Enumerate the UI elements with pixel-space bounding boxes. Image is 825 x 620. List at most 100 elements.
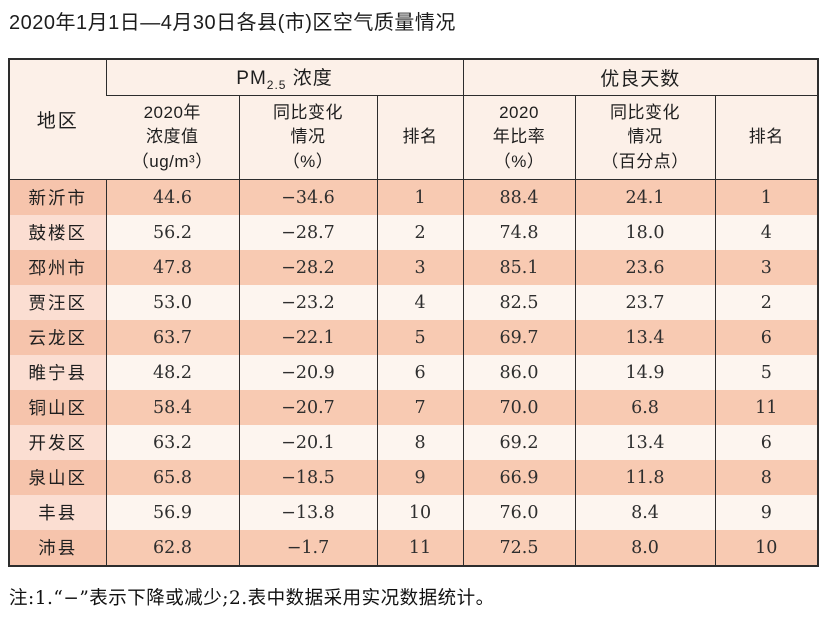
pm-change-cell: −20.1 (238, 425, 377, 460)
pm-value-cell: 48.2 (105, 355, 239, 390)
good-days-rank-cell: 4 (714, 215, 819, 250)
header-pm-change: 同比变化 情况 （%） (238, 95, 377, 180)
good-days-change-cell: 11.8 (574, 460, 716, 495)
region-cell: 贾汪区 (9, 285, 106, 320)
header-good-days-change: 同比变化 情况 （百分点） (574, 95, 716, 180)
header-good-days-ratio: 2020 年比率 （%） (462, 95, 576, 180)
good-days-ratio-cell: 66.9 (462, 460, 576, 495)
footnote: 注:1.“−”表示下降或减少;2.表中数据采用实况数据统计。 (9, 588, 495, 609)
region-cell: 云龙区 (9, 320, 106, 355)
pm-change-cell: −23.2 (238, 285, 377, 320)
pm-rank-cell: 2 (376, 215, 464, 250)
pm-rank-cell: 8 (376, 425, 464, 460)
table-row: 贾汪区 53.0 −23.2 4 82.5 23.7 2 (9, 285, 819, 320)
good-days-rank-cell: 8 (714, 460, 819, 495)
pm-value-cell: 47.8 (105, 250, 239, 285)
header-region: 地区 (9, 59, 106, 180)
good-days-rank-cell: 6 (714, 320, 819, 355)
good-days-rank-cell: 11 (714, 390, 819, 425)
table-row: 鼓楼区 56.2 −28.7 2 74.8 18.0 4 (9, 215, 819, 250)
region-cell: 泉山区 (9, 460, 106, 495)
good-days-ratio-cell: 82.5 (462, 285, 576, 320)
page-title: 2020年1月1日—4月30日各县(市)区空气质量情况 (9, 12, 456, 34)
pm25-label-subscript: 2.5 (266, 77, 287, 92)
pm-rank-cell: 11 (376, 530, 464, 566)
good-days-ratio-cell: 72.5 (462, 530, 576, 566)
table-row: 铜山区 58.4 −20.7 7 70.0 6.8 11 (9, 390, 819, 425)
pm-value-cell: 65.8 (105, 460, 239, 495)
air-quality-table: 地区 PM2.5 浓度 优良天数 2020年 浓度值 （ug/m³） 同比变化 … (8, 58, 820, 567)
pm-rank-cell: 5 (376, 320, 464, 355)
pm-value-cell: 63.7 (105, 320, 239, 355)
good-days-rank-cell: 6 (714, 425, 819, 460)
header-pm-value: 2020年 浓度值 （ug/m³） (106, 95, 239, 180)
pm-change-cell: −34.6 (238, 179, 377, 215)
table-row: 新沂市 44.6 −34.6 1 88.4 24.1 1 (9, 179, 819, 215)
header-pm-rank: 排名 (376, 95, 464, 180)
good-days-ratio-cell: 70.0 (462, 390, 576, 425)
pm25-label-suffix: 浓度 (286, 68, 333, 90)
good-days-change-cell: 24.1 (574, 179, 716, 215)
good-days-change-cell: 8.0 (574, 530, 716, 566)
header-group-good-days: 优良天数 (462, 59, 819, 96)
pm-change-cell: −13.8 (238, 495, 377, 530)
region-cell: 铜山区 (9, 390, 106, 425)
good-days-change-cell: 23.7 (574, 285, 716, 320)
table-row: 开发区 63.2 −20.1 8 69.2 13.4 6 (9, 425, 819, 460)
good-days-change-cell: 13.4 (574, 320, 716, 355)
good-days-rank-cell: 3 (714, 250, 819, 285)
region-cell: 沛县 (9, 530, 106, 566)
pm-change-cell: −20.9 (238, 355, 377, 390)
pm-change-cell: −28.2 (238, 250, 377, 285)
good-days-rank-cell: 2 (714, 285, 819, 320)
good-days-change-cell: 14.9 (574, 355, 716, 390)
region-cell: 邳州市 (9, 250, 106, 285)
pm-rank-cell: 3 (376, 250, 464, 285)
header-group-row: 地区 PM2.5 浓度 优良天数 (9, 59, 819, 180)
pm-rank-cell: 1 (376, 179, 464, 215)
table-body: 新沂市 44.6 −34.6 1 88.4 24.1 1 鼓楼区 56.2 −28.7 2 74.8 1… (9, 179, 819, 566)
pm-change-cell: −20.7 (238, 390, 377, 425)
pm-value-cell: 56.2 (105, 215, 239, 250)
pm-rank-cell: 7 (376, 390, 464, 425)
table-row: 沛县 62.8 −1.7 11 72.5 8.0 10 (9, 530, 819, 566)
good-days-change-cell: 18.0 (574, 215, 716, 250)
header-group-pm25: PM2.5 浓度 (105, 59, 464, 96)
pm-value-cell: 63.2 (105, 425, 239, 460)
good-days-rank-cell: 5 (714, 355, 819, 390)
pm-change-cell: −28.7 (238, 215, 377, 250)
good-days-ratio-cell: 76.0 (462, 495, 576, 530)
pm-rank-cell: 10 (376, 495, 464, 530)
good-days-rank-cell: 10 (714, 530, 819, 566)
table-row: 泉山区 65.8 −18.5 9 66.9 11.8 8 (9, 460, 819, 495)
good-days-ratio-cell: 74.8 (462, 215, 576, 250)
table-row: 睢宁县 48.2 −20.9 6 86.0 14.9 5 (9, 355, 819, 390)
good-days-ratio-cell: 86.0 (462, 355, 576, 390)
region-cell: 鼓楼区 (9, 215, 106, 250)
header-good-days-rank: 排名 (714, 95, 819, 180)
table-row: 云龙区 63.7 −22.1 5 69.7 13.4 6 (9, 320, 819, 355)
pm-rank-cell: 9 (376, 460, 464, 495)
good-days-ratio-cell: 85.1 (462, 250, 576, 285)
good-days-change-cell: 6.8 (574, 390, 716, 425)
pm-value-cell: 62.8 (105, 530, 239, 566)
table-header: 地区 PM2.5 浓度 优良天数 2020年 浓度值 （ug/m³） 同比变化 … (9, 59, 819, 180)
table-row: 丰县 56.9 −13.8 10 76.0 8.4 9 (9, 495, 819, 530)
region-cell: 开发区 (9, 425, 106, 460)
pm-change-cell: −18.5 (238, 460, 377, 495)
good-days-change-cell: 13.4 (574, 425, 716, 460)
header-sub-row: 2020年 浓度值 （ug/m³） 同比变化 情况 （%） 排名 2020 年比… (9, 95, 819, 180)
pm-value-cell: 44.6 (105, 179, 239, 215)
good-days-ratio-cell: 88.4 (462, 179, 576, 215)
pm-value-cell: 58.4 (105, 390, 239, 425)
good-days-rank-cell: 1 (714, 179, 819, 215)
pm-rank-cell: 4 (376, 285, 464, 320)
good-days-ratio-cell: 69.7 (462, 320, 576, 355)
good-days-change-cell: 23.6 (574, 250, 716, 285)
pm-change-cell: −1.7 (238, 530, 377, 566)
good-days-rank-cell: 9 (714, 495, 819, 530)
pm-rank-cell: 6 (376, 355, 464, 390)
region-cell: 新沂市 (9, 179, 106, 215)
pm-value-cell: 56.9 (105, 495, 239, 530)
